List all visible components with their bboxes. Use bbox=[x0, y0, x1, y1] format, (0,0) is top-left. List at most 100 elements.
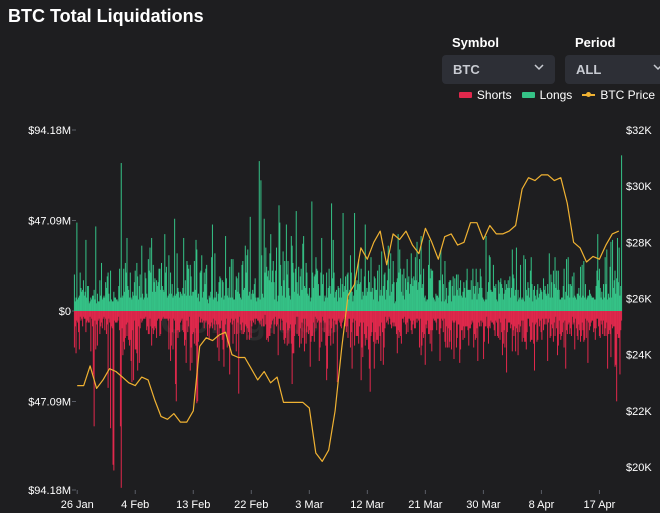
shorts-bar bbox=[299, 311, 301, 329]
shorts-bar bbox=[291, 311, 293, 385]
longs-bar bbox=[368, 282, 370, 311]
shorts-bar bbox=[514, 311, 516, 327]
shorts-bar bbox=[342, 311, 344, 321]
legend-item-shorts[interactable]: Shorts bbox=[458, 88, 512, 102]
longs-bar bbox=[281, 295, 283, 311]
longs-bar bbox=[293, 272, 295, 311]
shorts-bar bbox=[543, 311, 545, 331]
shorts-bar bbox=[249, 311, 251, 321]
shorts-bar bbox=[604, 311, 606, 329]
period-select[interactable]: ALL bbox=[565, 55, 660, 84]
longs-bar bbox=[340, 297, 342, 311]
shorts-bar bbox=[141, 311, 143, 323]
shorts-bar bbox=[487, 311, 489, 344]
shorts-bar bbox=[80, 311, 82, 321]
shorts-bar bbox=[616, 311, 618, 402]
longs-bar bbox=[340, 278, 342, 311]
longs-bar bbox=[479, 268, 481, 311]
shorts-bar bbox=[480, 311, 482, 327]
shorts-bar bbox=[337, 311, 339, 321]
shorts-bar bbox=[552, 311, 554, 342]
shorts-bar bbox=[260, 311, 262, 321]
longs-bar bbox=[209, 297, 211, 311]
shorts-bar bbox=[271, 311, 273, 325]
shorts-bar bbox=[427, 311, 429, 321]
longs-bar bbox=[338, 287, 340, 311]
longs-bar bbox=[599, 287, 601, 311]
shorts-bar bbox=[561, 311, 563, 336]
longs-bar bbox=[470, 280, 472, 311]
shorts-bar bbox=[419, 311, 421, 319]
shorts-bar bbox=[580, 311, 582, 336]
shorts-bar bbox=[352, 311, 354, 323]
shorts-bar bbox=[97, 311, 99, 321]
longs-bar bbox=[135, 295, 137, 311]
shorts-bar bbox=[473, 311, 475, 348]
shorts-bar bbox=[262, 311, 264, 327]
shorts-bar bbox=[175, 311, 177, 402]
longs-bar bbox=[322, 284, 324, 311]
longs-bar bbox=[457, 274, 459, 311]
shorts-bar bbox=[322, 311, 324, 317]
longs-bar bbox=[573, 272, 575, 311]
shorts-bar bbox=[372, 311, 374, 342]
legend-item-longs[interactable]: Longs bbox=[521, 88, 572, 102]
shorts-bar bbox=[444, 311, 446, 342]
shorts-bar bbox=[401, 311, 403, 319]
shorts-bar bbox=[477, 311, 479, 361]
shorts-bar bbox=[243, 311, 245, 333]
longs-bar bbox=[113, 291, 115, 311]
longs-bar bbox=[384, 272, 386, 311]
longs-bar bbox=[158, 268, 160, 311]
symbol-select[interactable]: BTC bbox=[442, 55, 555, 84]
longs-bar bbox=[611, 297, 613, 311]
x-tick-label: 4 Feb bbox=[121, 499, 149, 511]
shorts-bar bbox=[456, 311, 458, 338]
shorts-bar bbox=[86, 311, 88, 323]
shorts-bar bbox=[457, 311, 459, 325]
longs-bar bbox=[550, 274, 552, 311]
shorts-bar bbox=[128, 311, 130, 340]
shorts-bar bbox=[400, 311, 402, 344]
shorts-bar bbox=[478, 311, 480, 323]
shorts-bar bbox=[102, 311, 104, 319]
longs-bar bbox=[130, 297, 132, 311]
longs-bar bbox=[360, 268, 362, 311]
shorts-bar bbox=[511, 311, 512, 325]
shorts-bar bbox=[162, 311, 164, 317]
longs-bar bbox=[246, 255, 248, 311]
shorts-bar bbox=[481, 311, 483, 321]
shorts-bar bbox=[582, 311, 584, 331]
longs-bar bbox=[207, 299, 209, 311]
shorts-bar bbox=[584, 311, 586, 319]
longs-bar bbox=[289, 299, 291, 311]
longs-bar bbox=[579, 295, 581, 311]
longs-bar bbox=[147, 297, 149, 311]
longs-bar bbox=[387, 245, 389, 311]
longs-bar bbox=[420, 236, 422, 311]
longs-bar bbox=[493, 286, 495, 311]
shorts-bar bbox=[306, 311, 308, 333]
longs-bar bbox=[304, 287, 306, 311]
shorts-bar bbox=[578, 311, 580, 325]
shorts-bar bbox=[96, 311, 98, 346]
shorts-bar bbox=[487, 311, 489, 329]
longs-bar bbox=[329, 286, 331, 311]
longs-bar bbox=[220, 297, 222, 311]
longs-bar bbox=[614, 270, 616, 311]
shorts-bar bbox=[436, 311, 438, 331]
longs-bar bbox=[362, 291, 364, 311]
shorts-bar bbox=[557, 311, 559, 356]
shorts-bar bbox=[106, 311, 108, 325]
longs-bar bbox=[286, 274, 288, 311]
shorts-bar bbox=[561, 311, 563, 333]
longs-bar bbox=[432, 270, 434, 311]
longs-bar bbox=[107, 272, 109, 311]
legend-item-btc-price[interactable]: BTC Price bbox=[582, 88, 655, 102]
shorts-bar bbox=[391, 311, 393, 323]
shorts-bar bbox=[251, 311, 253, 327]
longs-bar bbox=[186, 261, 188, 311]
longs-bar bbox=[483, 299, 485, 311]
longs-bar bbox=[354, 280, 356, 311]
longs-bar bbox=[229, 266, 231, 311]
